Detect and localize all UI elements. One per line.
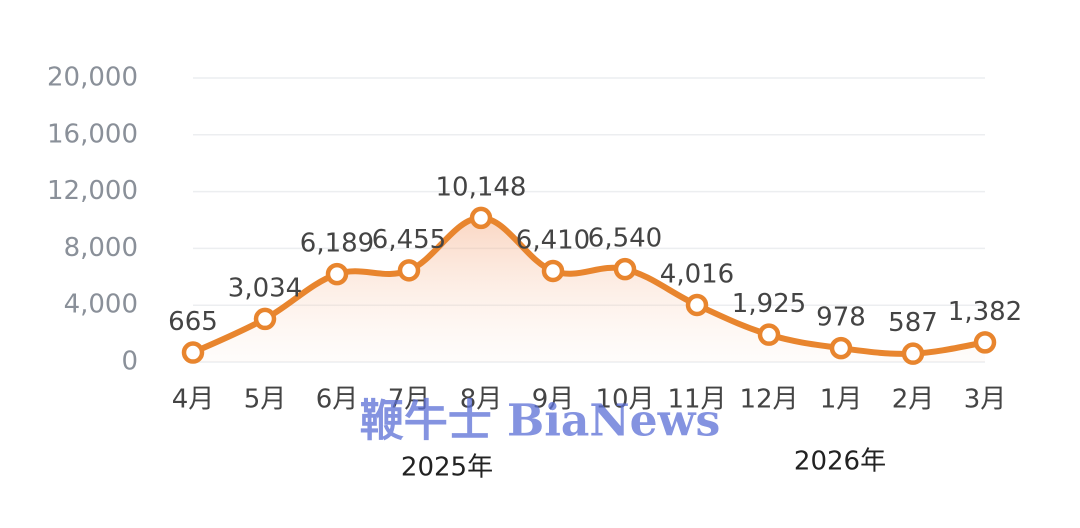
x-tick-label: 4月 bbox=[172, 385, 215, 415]
point bbox=[685, 293, 709, 317]
point bbox=[901, 342, 925, 365]
point bbox=[613, 257, 637, 281]
x-tick-label: 6月 bbox=[316, 385, 359, 415]
x-tick-label: 8月 bbox=[460, 385, 503, 415]
point bbox=[829, 336, 853, 360]
data-label: 6,189 bbox=[300, 229, 374, 259]
data-label: 4,016 bbox=[660, 259, 734, 289]
data-label: 6,540 bbox=[588, 224, 662, 254]
x-tick-label: 3月 bbox=[964, 385, 1007, 415]
watermark: 鞭牛士 BiaNews bbox=[360, 396, 721, 447]
data-label: 587 bbox=[888, 308, 938, 338]
point bbox=[973, 331, 997, 354]
data-label: 1,382 bbox=[948, 297, 1022, 327]
x-tick-label: 7月 bbox=[388, 385, 431, 415]
data-label: 6,410 bbox=[516, 225, 590, 255]
point bbox=[541, 259, 565, 283]
point bbox=[181, 341, 205, 364]
point bbox=[757, 323, 781, 346]
x-tick-label: 9月 bbox=[532, 385, 575, 415]
x-tick-label: 11月 bbox=[667, 385, 726, 415]
y-tick-label: 16,000 bbox=[47, 119, 138, 149]
x-tick-label: 5月 bbox=[244, 385, 287, 415]
y-tick-label: 8,000 bbox=[64, 233, 138, 263]
x-tick-label: 10月 bbox=[595, 385, 654, 415]
x-tick-label: 1月 bbox=[820, 385, 863, 415]
point bbox=[253, 307, 277, 331]
x-tick-label: 2月 bbox=[892, 385, 935, 415]
y-tick-label: 0 bbox=[121, 347, 138, 377]
y-tick-label: 12,000 bbox=[47, 176, 138, 206]
data-label: 1,925 bbox=[732, 289, 806, 319]
area bbox=[193, 217, 985, 362]
data-label: 3,034 bbox=[228, 273, 302, 303]
point bbox=[325, 262, 349, 286]
data-label: 665 bbox=[168, 307, 218, 337]
x-tick-label: 12月 bbox=[739, 385, 798, 415]
year-label: 2025年 bbox=[401, 453, 493, 483]
data-label: 6,455 bbox=[372, 225, 446, 255]
point bbox=[469, 206, 493, 230]
data-label: 978 bbox=[816, 303, 866, 333]
year-label: 2026年 bbox=[794, 447, 886, 477]
y-tick-label: 4,000 bbox=[64, 290, 138, 320]
point bbox=[397, 259, 421, 282]
y-tick-label: 20,000 bbox=[47, 63, 138, 93]
data-label: 10,148 bbox=[436, 172, 527, 202]
